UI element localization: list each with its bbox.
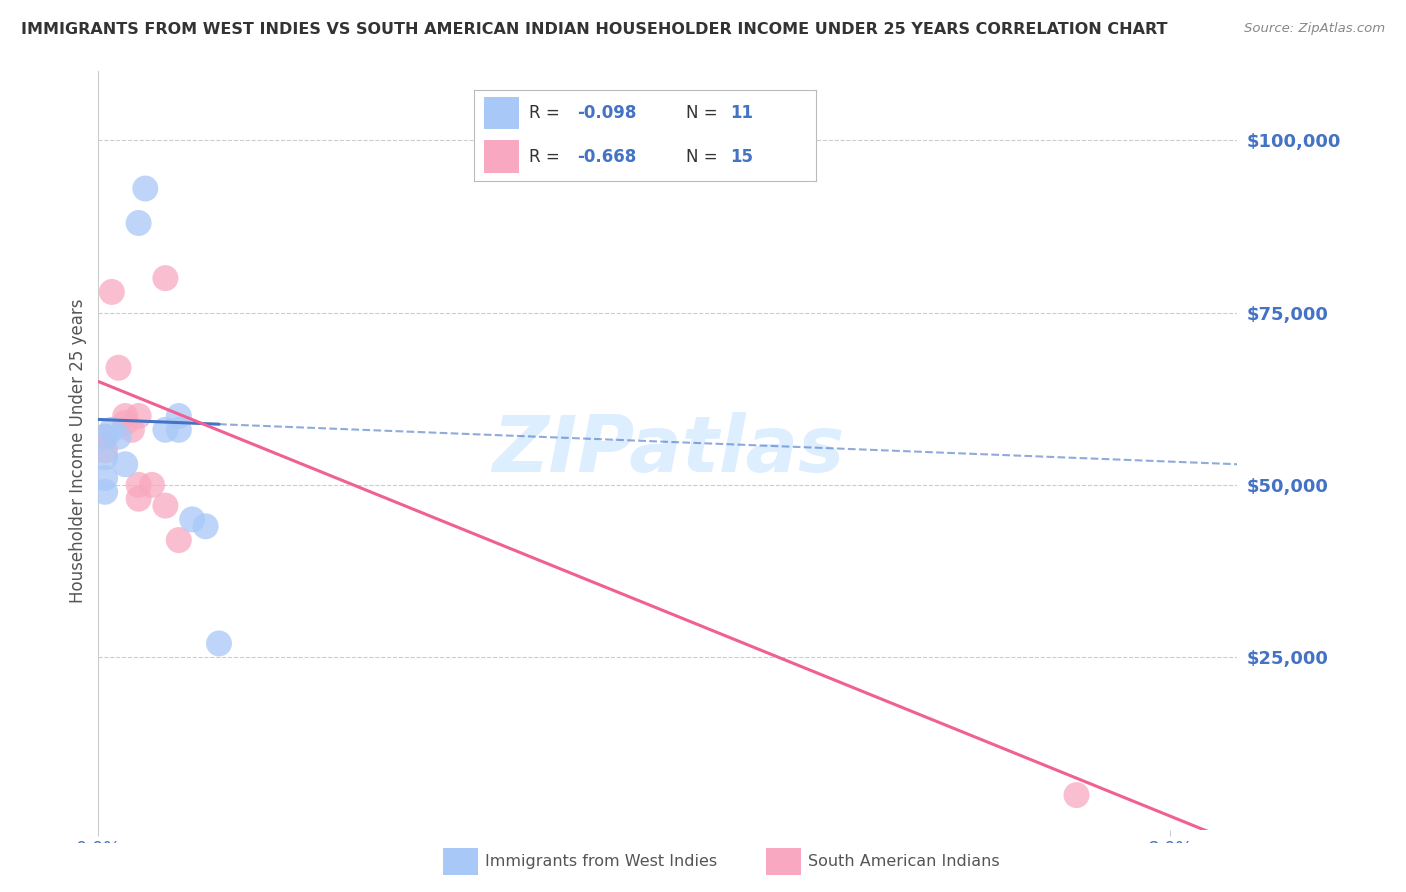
Bar [766,847,801,875]
Y-axis label: Householder Income Under 25 years: Householder Income Under 25 years [69,298,87,603]
Point [114,409,136,423]
Point [107,430,129,444]
Point [114,457,136,471]
Point [194,519,217,533]
Point [94,443,117,458]
Point [167,409,190,423]
Point [114,416,136,430]
Point [128,216,150,230]
Point [1066,788,1088,802]
Point [167,533,190,547]
Point [94,450,117,465]
Point [141,478,163,492]
Text: ZIPatlas: ZIPatlas [492,412,844,489]
Text: IMMIGRANTS FROM WEST INDIES VS SOUTH AMERICAN INDIAN HOUSEHOLDER INCOME UNDER 25: IMMIGRANTS FROM WEST INDIES VS SOUTH AME… [21,22,1167,37]
Point [155,499,177,513]
Point [167,423,190,437]
Point [101,285,124,299]
Point [128,409,150,423]
Point [128,491,150,506]
Point [181,512,204,526]
Point [101,423,124,437]
Point [107,360,129,375]
Point [208,636,231,650]
Text: Immigrants from West Indies: Immigrants from West Indies [485,854,717,869]
Point [94,430,117,444]
Point [155,271,177,285]
Point [121,423,143,437]
Point [94,430,117,444]
Text: Source: ZipAtlas.com: Source: ZipAtlas.com [1244,22,1385,36]
Point [134,181,156,195]
Point [94,471,117,485]
Text: South American Indians: South American Indians [808,854,1000,869]
Point [155,423,177,437]
Bar [443,847,478,875]
Point [128,478,150,492]
Point [94,484,117,499]
